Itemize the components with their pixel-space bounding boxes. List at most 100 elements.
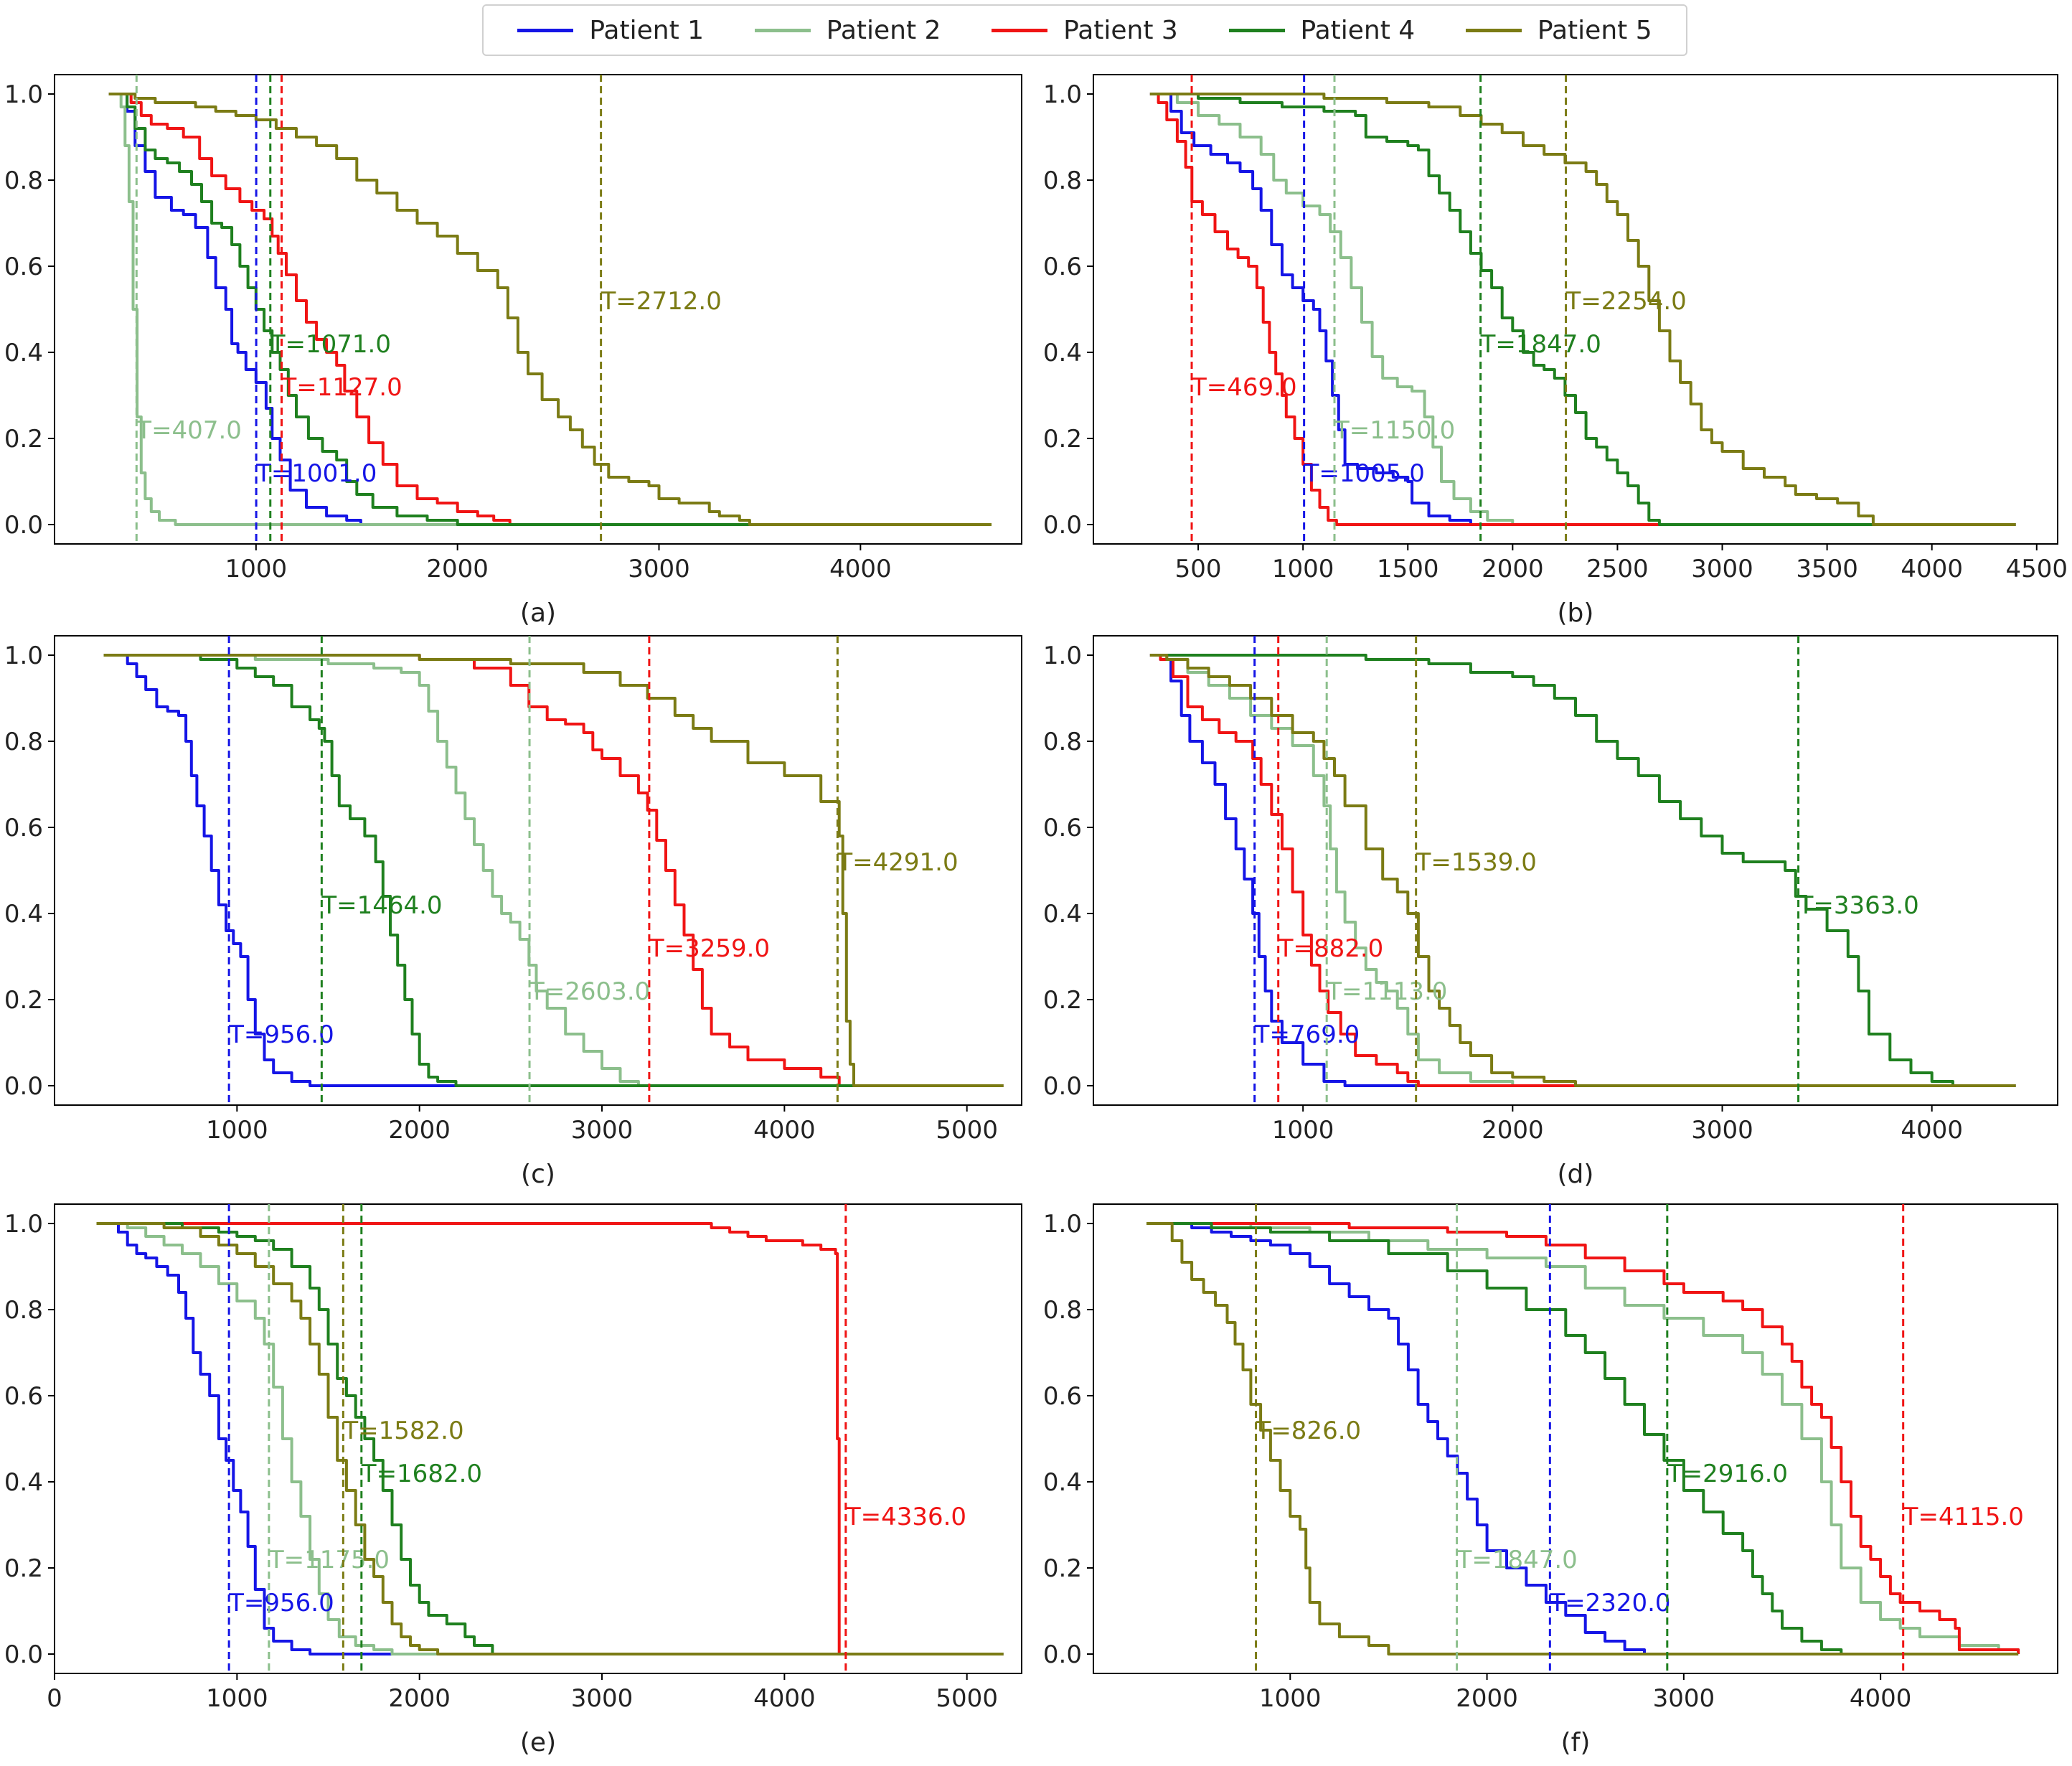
survival-curve [108,93,992,526]
x-tick-label: 4000 [829,555,892,583]
survival-curve [1146,1222,2020,1654]
survival-curve [1149,654,2016,1087]
threshold-label: T=2254.0 [1565,287,1687,316]
legend-swatch-patient-2 [754,28,811,32]
y-tick-label: 0.4 [4,339,43,367]
x-tick-label: 2500 [1586,555,1649,583]
threshold-label: T=3259.0 [649,934,770,963]
y-tick-label: 0.2 [1043,986,1082,1015]
y-tick-label: 0.8 [1043,1296,1082,1325]
x-tick-label: 2000 [1482,1116,1544,1145]
y-tick-label: 0.4 [4,900,43,929]
x-tick-label: 3000 [628,555,690,583]
chart-panel: 0.0 0.2 0.4 0.6 0.8 1.0 500 1000 1500 2000 2500 300… [1043,74,2068,628]
survival-curve [103,654,1004,1087]
x-tick-label: 4000 [1901,555,1963,583]
y-tick-label: 0.8 [1043,728,1082,756]
threshold-label: T=3363.0 [1798,891,1919,920]
y-tick-label: 1.0 [1043,80,1082,109]
survival-curve [108,93,992,526]
x-tick-label: 1000 [206,1116,268,1145]
y-tick-label: 0.6 [4,814,43,842]
survival-curve [96,1222,1004,1655]
panel-label: (e) [520,1728,556,1757]
x-tick-label: 1000 [206,1684,268,1713]
y-tick-label: 0.0 [4,1072,43,1101]
y-tick-label: 1.0 [4,1210,43,1239]
y-tick-label: 0.4 [1043,900,1082,929]
threshold-label: T=1001.0 [255,459,377,488]
chart-panel: 0.0 0.2 0.4 0.6 0.8 1.0 1000 2000 3000 4000 (a) T=1… [4,74,1022,628]
threshold-label: T=826.0 [1256,1417,1362,1445]
legend-label: Patient 2 [826,15,941,45]
survival-curve [103,654,1004,1087]
threshold-label: T=882.0 [1278,934,1384,963]
panel-label: (c) [521,1160,555,1189]
threshold-label: T=1175.0 [268,1546,390,1574]
legend: Patient 1 Patient 2 Patient 3 Patient 4 … [482,4,1687,56]
panel-label: (b) [1558,598,1594,628]
threshold-label: T=469.0 [1191,373,1297,402]
y-tick-label: 0.2 [4,425,43,454]
x-tick-label: 2000 [388,1684,451,1713]
y-tick-label: 0.6 [4,253,43,281]
threshold-label: T=407.0 [136,416,242,445]
legend-label: Patient 3 [1063,15,1178,45]
threshold-label: T=769.0 [1254,1020,1360,1049]
y-tick-label: 0.2 [4,986,43,1015]
survival-curve [1149,93,2016,526]
legend-label: Patient 5 [1537,15,1652,45]
y-tick-label: 0.6 [1043,253,1082,281]
y-tick-label: 1.0 [4,80,43,109]
plot-frame [1093,74,2058,545]
y-tick-label: 0.6 [1043,814,1082,842]
threshold-label: T=1464.0 [321,891,442,920]
survival-curve [1146,1222,2019,1655]
survival-curve [96,1222,1004,1655]
plot-frame [1093,1203,2058,1674]
x-tick-label: 2000 [1456,1684,1518,1713]
x-tick-label: 4500 [2006,555,2068,583]
y-tick-label: 1.0 [1043,642,1082,670]
threshold-label: T=1150.0 [1334,416,1455,445]
y-tick-label: 0.2 [4,1554,43,1583]
survival-curve [1149,93,2016,526]
threshold-label: T=1071.0 [270,330,391,359]
x-tick-label: 3000 [571,1684,634,1713]
threshold-label: T=1539.0 [1416,848,1537,877]
x-tick-label: 1000 [1259,1684,1322,1713]
survival-curve [108,93,992,526]
plot-frame [1093,635,2058,1106]
x-tick-label: 3000 [571,1116,634,1145]
survival-curve [96,1222,1004,1655]
y-tick-label: 0.2 [1043,1554,1082,1583]
survival-curve [1149,654,2016,1087]
plot-frame [54,74,1022,545]
x-tick-label: 500 [1175,555,1222,583]
chart-panel: 0.0 0.2 0.4 0.6 0.8 1.0 1000 2000 3000 4000 (f) T=2… [1043,1203,2058,1757]
threshold-label: T=1847.0 [1480,330,1601,359]
threshold-label: T=2320.0 [1549,1589,1670,1617]
survival-curve [103,654,1004,1087]
y-tick-label: 0.6 [4,1382,43,1411]
survival-curve [1146,1222,2019,1655]
y-tick-label: 0.2 [1043,425,1082,454]
x-tick-label: 4000 [1850,1684,1912,1713]
y-tick-label: 0.8 [4,728,43,756]
x-tick-label: 2000 [426,555,489,583]
x-tick-label: 2000 [1482,555,1544,583]
threshold-label: T=1113.0 [1326,977,1447,1006]
y-tick-label: 0.0 [1043,1072,1082,1101]
x-tick-label: 0 [47,1684,62,1713]
y-tick-label: 0.4 [4,1468,43,1497]
x-tick-label: 1000 [1272,555,1334,583]
y-tick-label: 0.8 [4,1296,43,1325]
legend-swatch-patient-3 [992,28,1048,32]
x-tick-label: 1000 [1272,1116,1334,1145]
legend-item-patient-5: Patient 5 [1465,15,1652,45]
survival-curve [96,1222,1004,1655]
threshold-label: T=1005.0 [1304,459,1425,488]
threshold-label: T=1582.0 [342,1417,463,1445]
x-tick-label: 2000 [388,1116,451,1145]
